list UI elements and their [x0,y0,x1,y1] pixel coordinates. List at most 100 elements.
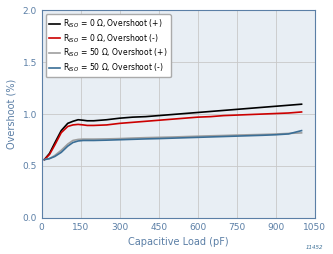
R$_{ISO}$ = 0 Ω, Overshoot (+) [85,119,89,122]
R$_{ISO}$ = 0 Ω, Overshoot (-) [300,110,304,114]
R$_{ISO}$ = 0 Ω, Overshoot (+) [144,115,148,118]
R$_{ISO}$ = 50 Ω, Overshoot (+) [92,138,96,141]
R$_{ISO}$ = 0 Ω, Overshoot (-) [144,120,148,123]
R$_{ISO}$ = 50 Ω, Overshoot (-) [42,158,46,161]
Text: 11452: 11452 [305,245,323,250]
R$_{ISO}$ = 50 Ω, Overshoot (-) [261,134,265,137]
R$_{ISO}$ = 50 Ω, Overshoot (+) [42,158,46,161]
R$_{ISO}$ = 50 Ω, Overshoot (-) [118,138,122,141]
R$_{ISO}$ = 50 Ω, Overshoot (+) [261,133,265,136]
R$_{ISO}$ = 50 Ω, Overshoot (-) [182,136,186,139]
R$_{ISO}$ = 0 Ω, Overshoot (-) [287,112,291,115]
R$_{ISO}$ = 50 Ω, Overshoot (-) [53,155,57,158]
R$_{ISO}$ = 0 Ω, Overshoot (+) [59,129,63,132]
R$_{ISO}$ = 50 Ω, Overshoot (+) [195,135,199,138]
R$_{ISO}$ = 0 Ω, Overshoot (+) [92,119,96,122]
R$_{ISO}$ = 0 Ω, Overshoot (+) [118,117,122,120]
R$_{ISO}$ = 0 Ω, Overshoot (-) [222,114,226,117]
Line: R$_{ISO}$ = 50 Ω, Overshoot (+): R$_{ISO}$ = 50 Ω, Overshoot (+) [44,133,302,160]
R$_{ISO}$ = 50 Ω, Overshoot (-) [59,151,63,154]
R$_{ISO}$ = 0 Ω, Overshoot (+) [248,107,252,110]
R$_{ISO}$ = 50 Ω, Overshoot (+) [66,142,70,146]
Legend: R$_{ISO}$ = 0 Ω, Overshoot (+), R$_{ISO}$ = 0 Ω, Overshoot (-), R$_{ISO}$ = 50 Ω: R$_{ISO}$ = 0 Ω, Overshoot (+), R$_{ISO}… [46,14,170,77]
R$_{ISO}$ = 0 Ω, Overshoot (+) [157,114,161,117]
Line: R$_{ISO}$ = 50 Ω, Overshoot (-): R$_{ISO}$ = 50 Ω, Overshoot (-) [44,131,302,160]
R$_{ISO}$ = 50 Ω, Overshoot (+) [48,157,52,160]
R$_{ISO}$ = 0 Ω, Overshoot (+) [71,120,75,123]
R$_{ISO}$ = 50 Ω, Overshoot (-) [105,139,109,142]
R$_{ISO}$ = 0 Ω, Overshoot (+) [300,103,304,106]
R$_{ISO}$ = 50 Ω, Overshoot (-) [274,133,278,136]
R$_{ISO}$ = 0 Ω, Overshoot (-) [209,115,213,118]
R$_{ISO}$ = 0 Ω, Overshoot (+) [195,111,199,114]
R$_{ISO}$ = 0 Ω, Overshoot (+) [274,105,278,108]
R$_{ISO}$ = 50 Ω, Overshoot (-) [209,135,213,138]
R$_{ISO}$ = 0 Ω, Overshoot (-) [66,125,70,128]
R$_{ISO}$ = 0 Ω, Overshoot (+) [48,152,52,155]
R$_{ISO}$ = 0 Ω, Overshoot (+) [105,118,109,121]
R$_{ISO}$ = 50 Ω, Overshoot (+) [105,137,109,140]
R$_{ISO}$ = 0 Ω, Overshoot (-) [59,131,63,134]
R$_{ISO}$ = 0 Ω, Overshoot (+) [53,141,57,145]
R$_{ISO}$ = 50 Ω, Overshoot (+) [169,136,173,139]
R$_{ISO}$ = 0 Ω, Overshoot (+) [42,158,46,161]
R$_{ISO}$ = 50 Ω, Overshoot (-) [222,135,226,138]
R$_{ISO}$ = 50 Ω, Overshoot (-) [76,139,80,142]
R$_{ISO}$ = 0 Ω, Overshoot (+) [76,118,80,121]
R$_{ISO}$ = 0 Ω, Overshoot (+) [131,116,135,119]
R$_{ISO}$ = 50 Ω, Overshoot (+) [300,131,304,134]
R$_{ISO}$ = 0 Ω, Overshoot (-) [195,116,199,119]
R$_{ISO}$ = 0 Ω, Overshoot (-) [118,122,122,125]
R$_{ISO}$ = 50 Ω, Overshoot (-) [85,139,89,142]
R$_{ISO}$ = 0 Ω, Overshoot (-) [248,113,252,116]
R$_{ISO}$ = 50 Ω, Overshoot (+) [287,132,291,135]
R$_{ISO}$ = 0 Ω, Overshoot (+) [235,108,239,111]
R$_{ISO}$ = 50 Ω, Overshoot (+) [131,137,135,140]
R$_{ISO}$ = 50 Ω, Overshoot (+) [76,138,80,141]
R$_{ISO}$ = 50 Ω, Overshoot (-) [235,135,239,138]
R$_{ISO}$ = 0 Ω, Overshoot (-) [182,117,186,120]
R$_{ISO}$ = 50 Ω, Overshoot (+) [222,134,226,137]
R$_{ISO}$ = 50 Ω, Overshoot (+) [235,134,239,137]
R$_{ISO}$ = 0 Ω, Overshoot (-) [71,123,75,126]
R$_{ISO}$ = 50 Ω, Overshoot (+) [118,137,122,140]
R$_{ISO}$ = 0 Ω, Overshoot (-) [92,124,96,127]
R$_{ISO}$ = 0 Ω, Overshoot (+) [81,119,85,122]
R$_{ISO}$ = 50 Ω, Overshoot (-) [195,136,199,139]
R$_{ISO}$ = 50 Ω, Overshoot (+) [182,135,186,138]
R$_{ISO}$ = 50 Ω, Overshoot (+) [157,136,161,139]
R$_{ISO}$ = 0 Ω, Overshoot (-) [81,123,85,126]
R$_{ISO}$ = 50 Ω, Overshoot (-) [131,138,135,141]
R$_{ISO}$ = 0 Ω, Overshoot (+) [209,110,213,113]
R$_{ISO}$ = 50 Ω, Overshoot (-) [248,134,252,137]
R$_{ISO}$ = 50 Ω, Overshoot (+) [209,134,213,137]
R$_{ISO}$ = 50 Ω, Overshoot (-) [300,129,304,132]
R$_{ISO}$ = 0 Ω, Overshoot (-) [169,118,173,121]
Y-axis label: Overshoot (%): Overshoot (%) [7,79,17,149]
R$_{ISO}$ = 50 Ω, Overshoot (-) [157,137,161,140]
Line: R$_{ISO}$ = 0 Ω, Overshoot (-): R$_{ISO}$ = 0 Ω, Overshoot (-) [44,112,302,160]
R$_{ISO}$ = 0 Ω, Overshoot (-) [261,113,265,116]
R$_{ISO}$ = 50 Ω, Overshoot (+) [144,136,148,139]
R$_{ISO}$ = 0 Ω, Overshoot (+) [66,122,70,125]
R$_{ISO}$ = 0 Ω, Overshoot (-) [76,123,80,126]
R$_{ISO}$ = 50 Ω, Overshoot (-) [66,145,70,148]
R$_{ISO}$ = 50 Ω, Overshoot (+) [274,133,278,136]
R$_{ISO}$ = 50 Ω, Overshoot (+) [71,139,75,142]
R$_{ISO}$ = 0 Ω, Overshoot (-) [85,124,89,127]
R$_{ISO}$ = 50 Ω, Overshoot (-) [144,137,148,140]
R$_{ISO}$ = 50 Ω, Overshoot (-) [81,139,85,142]
R$_{ISO}$ = 50 Ω, Overshoot (+) [53,154,57,157]
R$_{ISO}$ = 50 Ω, Overshoot (-) [92,139,96,142]
R$_{ISO}$ = 0 Ω, Overshoot (-) [53,144,57,147]
R$_{ISO}$ = 0 Ω, Overshoot (+) [182,112,186,115]
R$_{ISO}$ = 50 Ω, Overshoot (-) [48,157,52,160]
R$_{ISO}$ = 0 Ω, Overshoot (+) [287,104,291,107]
R$_{ISO}$ = 50 Ω, Overshoot (-) [169,137,173,140]
R$_{ISO}$ = 50 Ω, Overshoot (+) [81,138,85,141]
R$_{ISO}$ = 0 Ω, Overshoot (+) [261,106,265,109]
R$_{ISO}$ = 50 Ω, Overshoot (+) [59,149,63,152]
Line: R$_{ISO}$ = 0 Ω, Overshoot (+): R$_{ISO}$ = 0 Ω, Overshoot (+) [44,104,302,160]
R$_{ISO}$ = 0 Ω, Overshoot (-) [235,114,239,117]
R$_{ISO}$ = 0 Ω, Overshoot (+) [222,109,226,112]
